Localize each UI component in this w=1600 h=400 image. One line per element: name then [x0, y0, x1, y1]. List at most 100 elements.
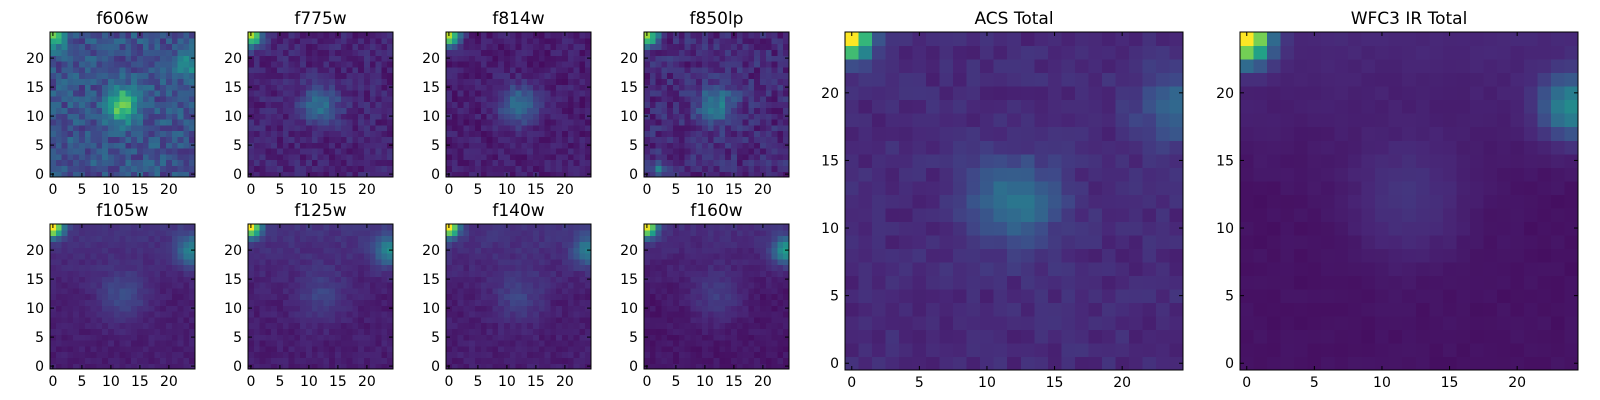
- heatmap-cell: [131, 270, 138, 277]
- heatmap-cell: [649, 90, 657, 97]
- heatmap-cell: [463, 119, 470, 126]
- heatmap-cell: [142, 101, 150, 108]
- heatmap-cell: [148, 37, 155, 45]
- heatmap-cell: [329, 101, 336, 108]
- heatmap-cell: [451, 90, 459, 97]
- heatmap-cell: [538, 270, 546, 277]
- heatmap-cell: [661, 363, 668, 370]
- heatmap-cell: [673, 107, 680, 114]
- heatmap-cell: [469, 311, 476, 318]
- heatmap-cell: [446, 119, 453, 126]
- heatmap-cell: [661, 49, 668, 56]
- heatmap-cell: [317, 130, 324, 137]
- heatmap-cell: [690, 49, 697, 56]
- heatmap-cell: [719, 142, 726, 149]
- heatmap-cell: [253, 130, 261, 137]
- heatmap-cell: [736, 357, 744, 364]
- heatmap-cell: [282, 282, 290, 289]
- heatmap-cell: [61, 247, 68, 254]
- heatmap-cell: [463, 340, 470, 347]
- heatmap-cell: [492, 328, 499, 335]
- heatmap-cell: [486, 95, 493, 103]
- heatmap-cell: [346, 90, 353, 97]
- heatmap-cell: [300, 270, 307, 277]
- heatmap-cell: [137, 55, 144, 62]
- heatmap-cell: [567, 253, 575, 260]
- heatmap-cell: [573, 363, 580, 370]
- heatmap-cell: [533, 37, 540, 45]
- heatmap-cell: [294, 363, 301, 370]
- heatmap-cell: [96, 119, 103, 126]
- heatmap-cell: [678, 107, 686, 114]
- heatmap-cell: [678, 293, 686, 300]
- heatmap-cell: [742, 171, 749, 178]
- heatmap-cell: [183, 334, 190, 341]
- heatmap-cell: [486, 136, 493, 143]
- heatmap-cell: [469, 148, 476, 155]
- heatmap-cell: [387, 90, 394, 97]
- heatmap-cell: [271, 130, 278, 137]
- heatmap-cell: [67, 153, 74, 161]
- heatmap-cell: [556, 328, 563, 335]
- heatmap-cell: [288, 357, 295, 364]
- heatmap-cell: [248, 148, 255, 155]
- heatmap-cell: [486, 107, 493, 114]
- heatmap-cell: [84, 311, 92, 318]
- heatmap-cell: [253, 101, 261, 108]
- heatmap-cell: [55, 328, 63, 335]
- heatmap-cell: [102, 241, 109, 248]
- heatmap-cell: [294, 142, 301, 149]
- heatmap-cell: [562, 287, 569, 295]
- heatmap-cell: [369, 258, 377, 266]
- heatmap-cell: [381, 229, 388, 237]
- heatmap-cell: [166, 84, 173, 91]
- heatmap-cell: [177, 107, 184, 114]
- heatmap-cell: [96, 345, 103, 353]
- heatmap-cell: [748, 328, 755, 335]
- heatmap-cell: [463, 311, 470, 318]
- heatmap-cell: [113, 130, 121, 137]
- heatmap-cell: [661, 340, 668, 347]
- heatmap-cell: [504, 299, 511, 306]
- heatmap-cell: [696, 363, 703, 370]
- heatmap-cell: [55, 311, 63, 318]
- heatmap-cell: [579, 322, 586, 329]
- heatmap-cell: [527, 101, 534, 108]
- heatmap-cell: [579, 72, 586, 79]
- heatmap-cell: [84, 328, 92, 335]
- heatmap-cell: [748, 322, 755, 329]
- heatmap-cell: [282, 55, 290, 62]
- heatmap-cell: [277, 159, 284, 166]
- heatmap-cell: [148, 224, 155, 231]
- heatmap-cell: [486, 270, 493, 277]
- heatmap-cell: [160, 142, 167, 149]
- heatmap-cell: [579, 340, 586, 347]
- heatmap-cell: [504, 241, 511, 248]
- heatmap-cell: [702, 287, 709, 295]
- heatmap-cell: [253, 124, 261, 132]
- heatmap-cell: [742, 37, 749, 45]
- heatmap-cell: [556, 119, 563, 126]
- heatmap-cell: [61, 305, 68, 312]
- heatmap-cell: [719, 345, 726, 353]
- heatmap-cell: [480, 247, 488, 254]
- heatmap-cell: [556, 322, 563, 329]
- heatmap-cell: [521, 61, 528, 68]
- heatmap-cell: [667, 165, 674, 172]
- heatmap-cell: [696, 148, 703, 155]
- heatmap-cell: [579, 37, 586, 45]
- heatmap-cell: [335, 113, 342, 120]
- heatmap-cell: [55, 49, 63, 56]
- heatmap-cell: [306, 153, 313, 161]
- heatmap-cell: [498, 78, 505, 85]
- heatmap-cell: [154, 32, 161, 39]
- panel-title: f140w: [492, 201, 544, 221]
- heatmap-cell: [311, 78, 319, 85]
- heatmap-cell: [288, 282, 295, 289]
- heatmap-cell: [521, 311, 528, 318]
- heatmap-cell: [579, 316, 586, 324]
- heatmap-cell: [509, 258, 517, 266]
- heatmap-cell: [771, 316, 778, 324]
- heatmap-cell: [317, 258, 324, 266]
- heatmap-cell: [183, 241, 190, 248]
